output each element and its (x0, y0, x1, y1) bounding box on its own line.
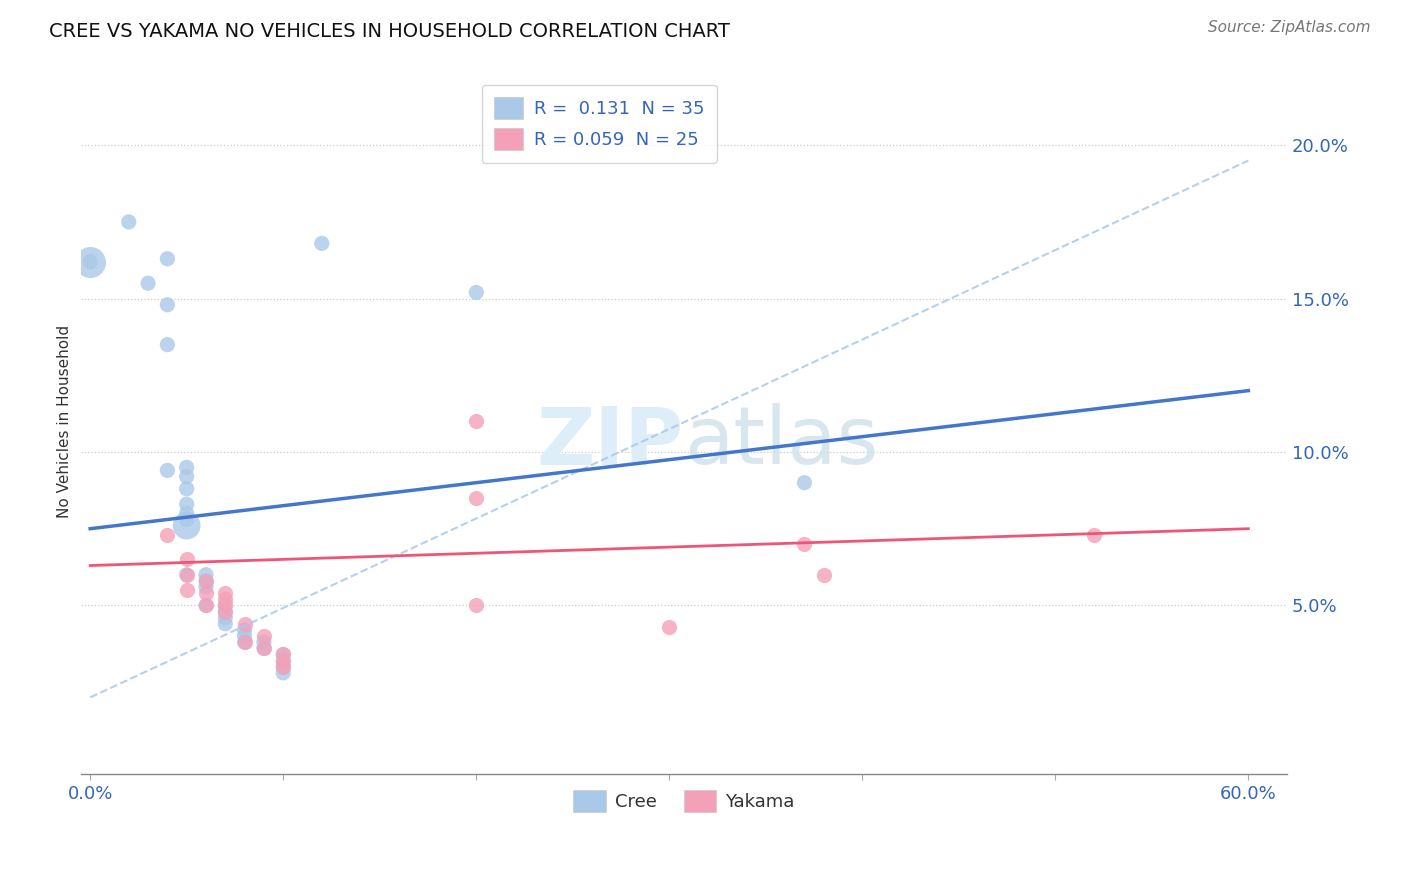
Point (253, 641, 276, 656)
Point (176, 482, 198, 496)
Point (79, 254, 101, 268)
Point (156, 463, 179, 477)
Point (271, 648, 294, 662)
Point (813, 567, 835, 582)
Point (465, 414, 488, 428)
Point (214, 605, 236, 619)
Point (79, 254, 101, 268)
Text: Source: ZipAtlas.com: Source: ZipAtlas.com (1208, 20, 1371, 35)
Point (176, 512, 198, 526)
Point (214, 599, 236, 613)
Point (271, 659, 294, 673)
Point (176, 469, 198, 483)
Point (214, 610, 236, 624)
Point (271, 659, 294, 673)
Point (176, 507, 198, 521)
Point (195, 580, 218, 594)
Point (214, 586, 236, 600)
Point (195, 599, 218, 613)
Point (176, 497, 198, 511)
Point (176, 582, 198, 597)
Y-axis label: No Vehicles in Household: No Vehicles in Household (58, 325, 72, 518)
Point (311, 236, 333, 251)
Point (195, 574, 218, 588)
Point (271, 648, 294, 662)
Point (176, 460, 198, 475)
Point (793, 475, 815, 490)
Point (118, 215, 141, 229)
Point (253, 635, 276, 649)
Point (195, 574, 218, 588)
Text: ZIP: ZIP (537, 403, 683, 482)
Point (271, 654, 294, 668)
Point (214, 592, 236, 607)
Point (233, 629, 256, 643)
Point (233, 616, 256, 631)
Point (156, 252, 179, 266)
Point (214, 616, 236, 631)
Point (214, 599, 236, 613)
Text: atlas: atlas (683, 403, 879, 482)
Point (658, 620, 681, 634)
Legend: Cree, Yakama: Cree, Yakama (561, 778, 807, 825)
Point (271, 665, 294, 680)
Point (176, 567, 198, 582)
Point (465, 599, 488, 613)
Point (1083, 528, 1105, 542)
Point (136, 277, 159, 291)
Point (195, 567, 218, 582)
Point (465, 491, 488, 505)
Point (156, 528, 179, 542)
Point (271, 654, 294, 668)
Point (233, 635, 256, 649)
Point (176, 518, 198, 533)
Point (214, 605, 236, 619)
Point (156, 298, 179, 312)
Point (253, 629, 276, 643)
Point (253, 641, 276, 656)
Point (465, 285, 488, 300)
Point (176, 552, 198, 566)
Text: CREE VS YAKAMA NO VEHICLES IN HOUSEHOLD CORRELATION CHART: CREE VS YAKAMA NO VEHICLES IN HOUSEHOLD … (49, 22, 730, 41)
Point (156, 337, 179, 351)
Point (176, 567, 198, 582)
Point (793, 537, 815, 551)
Point (233, 623, 256, 637)
Point (195, 586, 218, 600)
Point (233, 635, 256, 649)
Point (195, 599, 218, 613)
